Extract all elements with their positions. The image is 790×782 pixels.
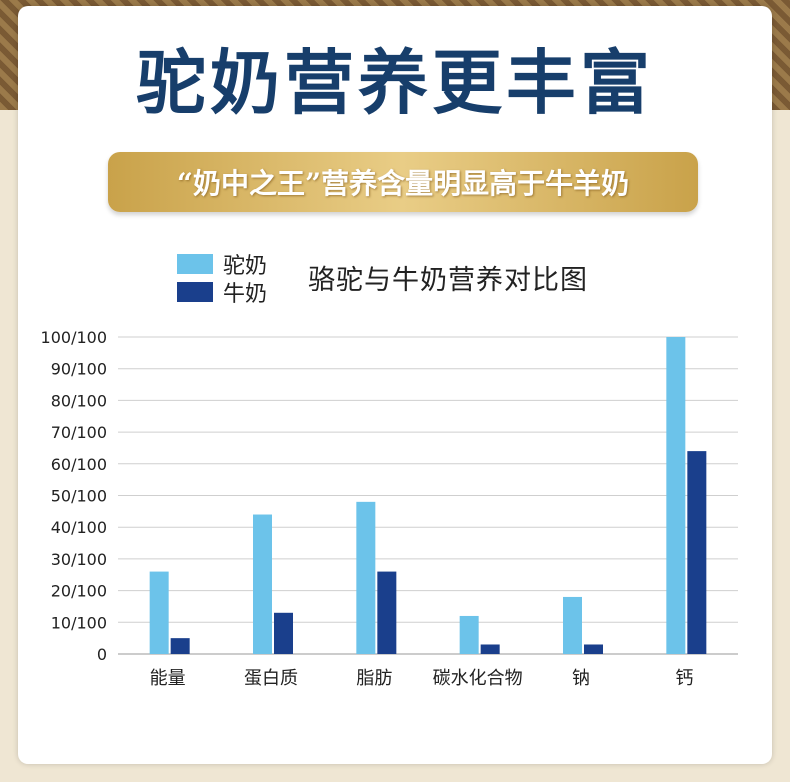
- legend-swatch-cow: [177, 282, 213, 302]
- bar-camel-milk: [459, 615, 479, 654]
- bar-camel-milk: [563, 596, 582, 654]
- bar-cow-milk: [274, 612, 293, 654]
- legend-item-camel: 驼奶: [177, 250, 268, 279]
- legend-label-cow: 牛奶: [223, 282, 268, 307]
- legend-label-camel: 驼奶: [223, 254, 268, 279]
- x-tick-label: 钙: [675, 668, 693, 689]
- bar-cow-milk: [480, 644, 500, 654]
- y-tick-label: 100/100: [41, 328, 107, 347]
- bar-camel-milk: [356, 501, 376, 654]
- y-tick-label: 0: [97, 645, 107, 664]
- bar-cow-milk: [377, 571, 397, 654]
- x-tick-label: 能量: [150, 668, 186, 689]
- y-tick-label: 40/100: [51, 518, 107, 537]
- bar-cow-milk: [584, 644, 603, 654]
- y-tick-label: 60/100: [51, 455, 107, 474]
- x-tick-label: 钠: [572, 668, 590, 689]
- gold-banner: “奶中之王”营养含量明显高于牛羊奶: [108, 152, 698, 212]
- headline: 驼奶营养更丰富: [136, 41, 654, 124]
- y-tick-label: 10/100: [51, 613, 107, 632]
- bar-cow-milk: [687, 451, 707, 654]
- chart-title: 骆驼与牛奶营养对比图: [308, 265, 588, 296]
- bar-camel-milk: [253, 514, 272, 654]
- x-tick-label: 蛋白质: [244, 668, 298, 689]
- legend-item-cow: 牛奶: [177, 278, 268, 307]
- y-tick-label: 20/100: [51, 582, 107, 601]
- x-tick-label: 碳水化合物: [433, 668, 523, 689]
- bar-cow-milk: [170, 638, 190, 654]
- bar-camel-milk: [149, 571, 169, 654]
- y-tick-label: 80/100: [51, 391, 107, 410]
- banner-text: “奶中之王”营养含量明显高于牛羊奶: [176, 167, 630, 200]
- chart-legend: 驼奶 牛奶: [177, 250, 268, 307]
- legend-swatch-camel: [177, 254, 213, 274]
- y-tick-label: 70/100: [51, 423, 107, 442]
- y-tick-label: 90/100: [51, 360, 107, 379]
- x-tick-label: 脂肪: [356, 668, 392, 689]
- y-tick-label: 30/100: [51, 550, 107, 569]
- bar-camel-milk: [666, 337, 686, 654]
- y-tick-label: 50/100: [51, 487, 107, 506]
